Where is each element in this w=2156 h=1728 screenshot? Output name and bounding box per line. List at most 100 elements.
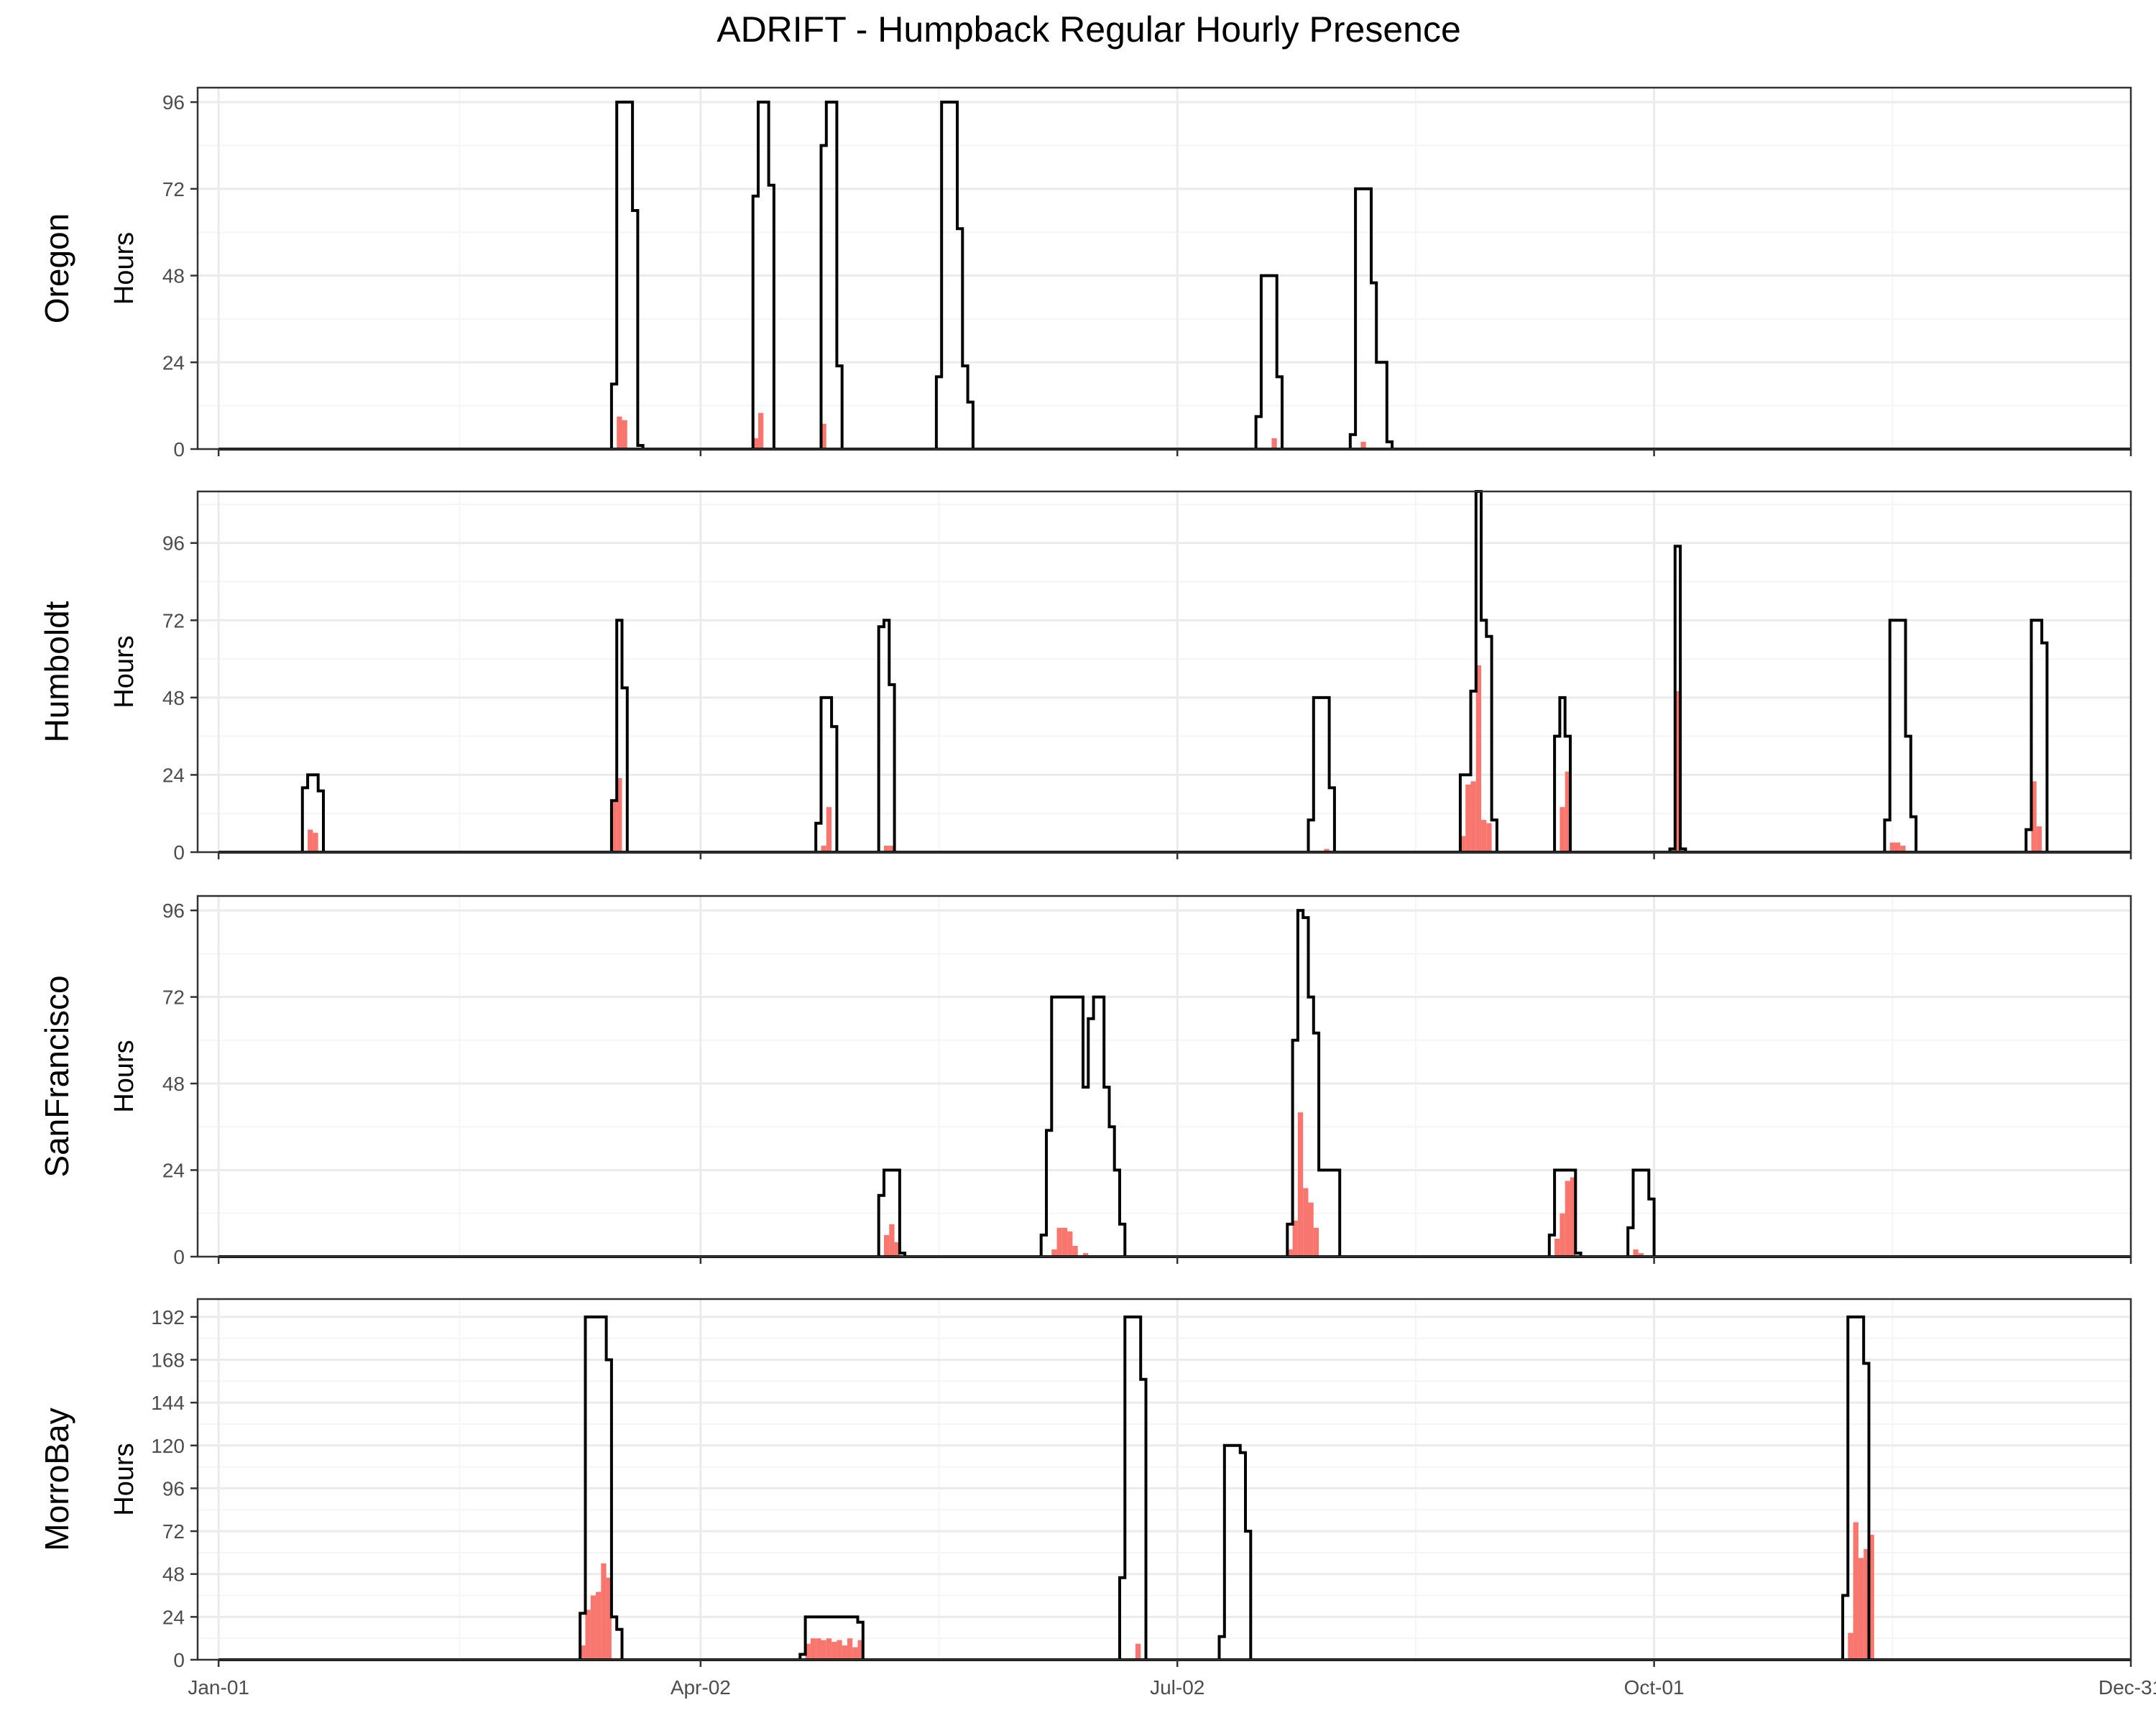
presence-bar [821,423,826,449]
presence-bar [590,1595,596,1660]
presence-bar [1900,846,1906,852]
y-tick-label: 96 [162,900,185,922]
presence-bar [857,1640,863,1660]
presence-bar [1565,771,1570,852]
presence-bar [1303,1188,1309,1257]
presence-bar [1889,842,1895,852]
y-tick-label: 72 [162,609,185,632]
presence-bar [889,846,895,852]
hourly-step-line [1039,995,1127,1257]
x-tick-label: Apr-02 [671,1676,731,1699]
presence-bar [1481,820,1487,852]
presence-bar [821,846,826,852]
hourly-step-line [1841,1315,1871,1660]
y-tick-label: 0 [173,1246,185,1268]
presence-bar [1083,1252,1089,1257]
presence-bar [1297,1112,1304,1257]
presence-bar [1067,1231,1073,1257]
y-tick-label: 168 [151,1349,185,1371]
presence-bar [1858,1558,1864,1660]
presence-bar [1560,1213,1565,1257]
y-tick-label: 96 [162,1477,185,1500]
hourly-step-line [751,101,775,449]
hourly-step-line [1286,909,1342,1257]
y-axis-title: Hours [109,635,139,708]
panel-label: MorroBay [38,1408,75,1551]
presence-bar [1051,1249,1057,1257]
y-tick-label: 72 [162,178,185,200]
y-tick-label: 48 [162,265,185,287]
presence-bar [2031,781,2037,852]
hourly-step-line [934,101,975,449]
chart-title: ADRIFT - Humpback Regular Hourly Presenc… [717,9,1461,50]
presence-bar [1324,849,1330,852]
hourly-step-line [814,696,839,852]
hourly-step-line [1217,1443,1253,1660]
y-tick-label: 72 [162,987,185,1009]
y-axis-title: Hours [109,1443,139,1515]
y-tick-label: 0 [173,1649,185,1671]
panel-border [196,490,2132,854]
panel-border [196,86,2132,451]
y-tick-label: 24 [162,1160,185,1182]
presence-bar [805,1643,811,1660]
presence-bar [1633,1249,1639,1257]
y-axis-title: Hours [109,1040,139,1112]
y-tick-label: 192 [151,1306,185,1329]
presence-bar [1869,1535,1874,1660]
presence-bar [1674,690,1681,852]
y-tick-label: 96 [162,532,185,555]
presence-bar [821,1640,826,1660]
x-tick-label: Jan-01 [188,1676,249,1699]
presence-bar [1570,1177,1576,1257]
y-tick-label: 0 [173,841,185,864]
presence-bar [1554,1238,1560,1257]
presence-bar [1360,441,1366,449]
hourly-step-line [1307,696,1336,852]
y-tick-label: 24 [162,764,185,786]
panel-oregon: 0 24 48 72 96 Hours Oregon [38,86,2132,461]
hourly-step-line [1553,696,1572,852]
presence-bar [1486,823,1492,852]
presence-bar [826,807,832,852]
presence-bar [842,1645,847,1660]
panel-humboldt: 0 24 48 72 96 Hours Humboldt [38,490,2132,864]
presence-bar [1565,1181,1570,1257]
hourly-step-line [1883,619,1918,852]
y-tick-label: 48 [162,1563,185,1586]
presence-bar [810,1638,816,1660]
presence-bar [1135,1643,1141,1660]
y-tick-label: 48 [162,687,185,709]
y-tick-label: 24 [162,351,185,374]
presence-bar [852,1647,858,1660]
y-tick-label: 96 [162,91,185,114]
y-tick-label: 48 [162,1073,185,1095]
hourly-step-line [609,619,629,852]
hourly-step-line [819,101,844,449]
presence-bar [1287,1249,1293,1257]
hourly-step-line [1254,274,1284,449]
hourly-step-line [1118,1315,1148,1660]
presence-bar [758,412,764,449]
presence-bar [1313,1227,1319,1257]
presence-bar [308,829,313,852]
panel-border [196,1298,2132,1661]
hourly-step-line [877,619,896,852]
presence-bar [1864,1548,1869,1660]
hourly-step-line [1458,490,1498,852]
presence-bar [1470,781,1476,852]
presence-bar [1638,1252,1644,1257]
presence-bar [1292,1220,1298,1257]
presence-bar [617,777,622,852]
presence-bar [752,438,759,449]
panel-label: Humboldt [38,601,75,742]
presence-bar [1460,836,1466,852]
hourly-step-line [877,1168,907,1257]
presence-bar [816,1638,821,1660]
presence-bar [585,1609,591,1660]
presence-bar [883,846,890,852]
x-tick-label: Dec-31 [2099,1676,2156,1699]
presence-bar [1465,784,1471,852]
hourly-step-line [798,1615,865,1660]
